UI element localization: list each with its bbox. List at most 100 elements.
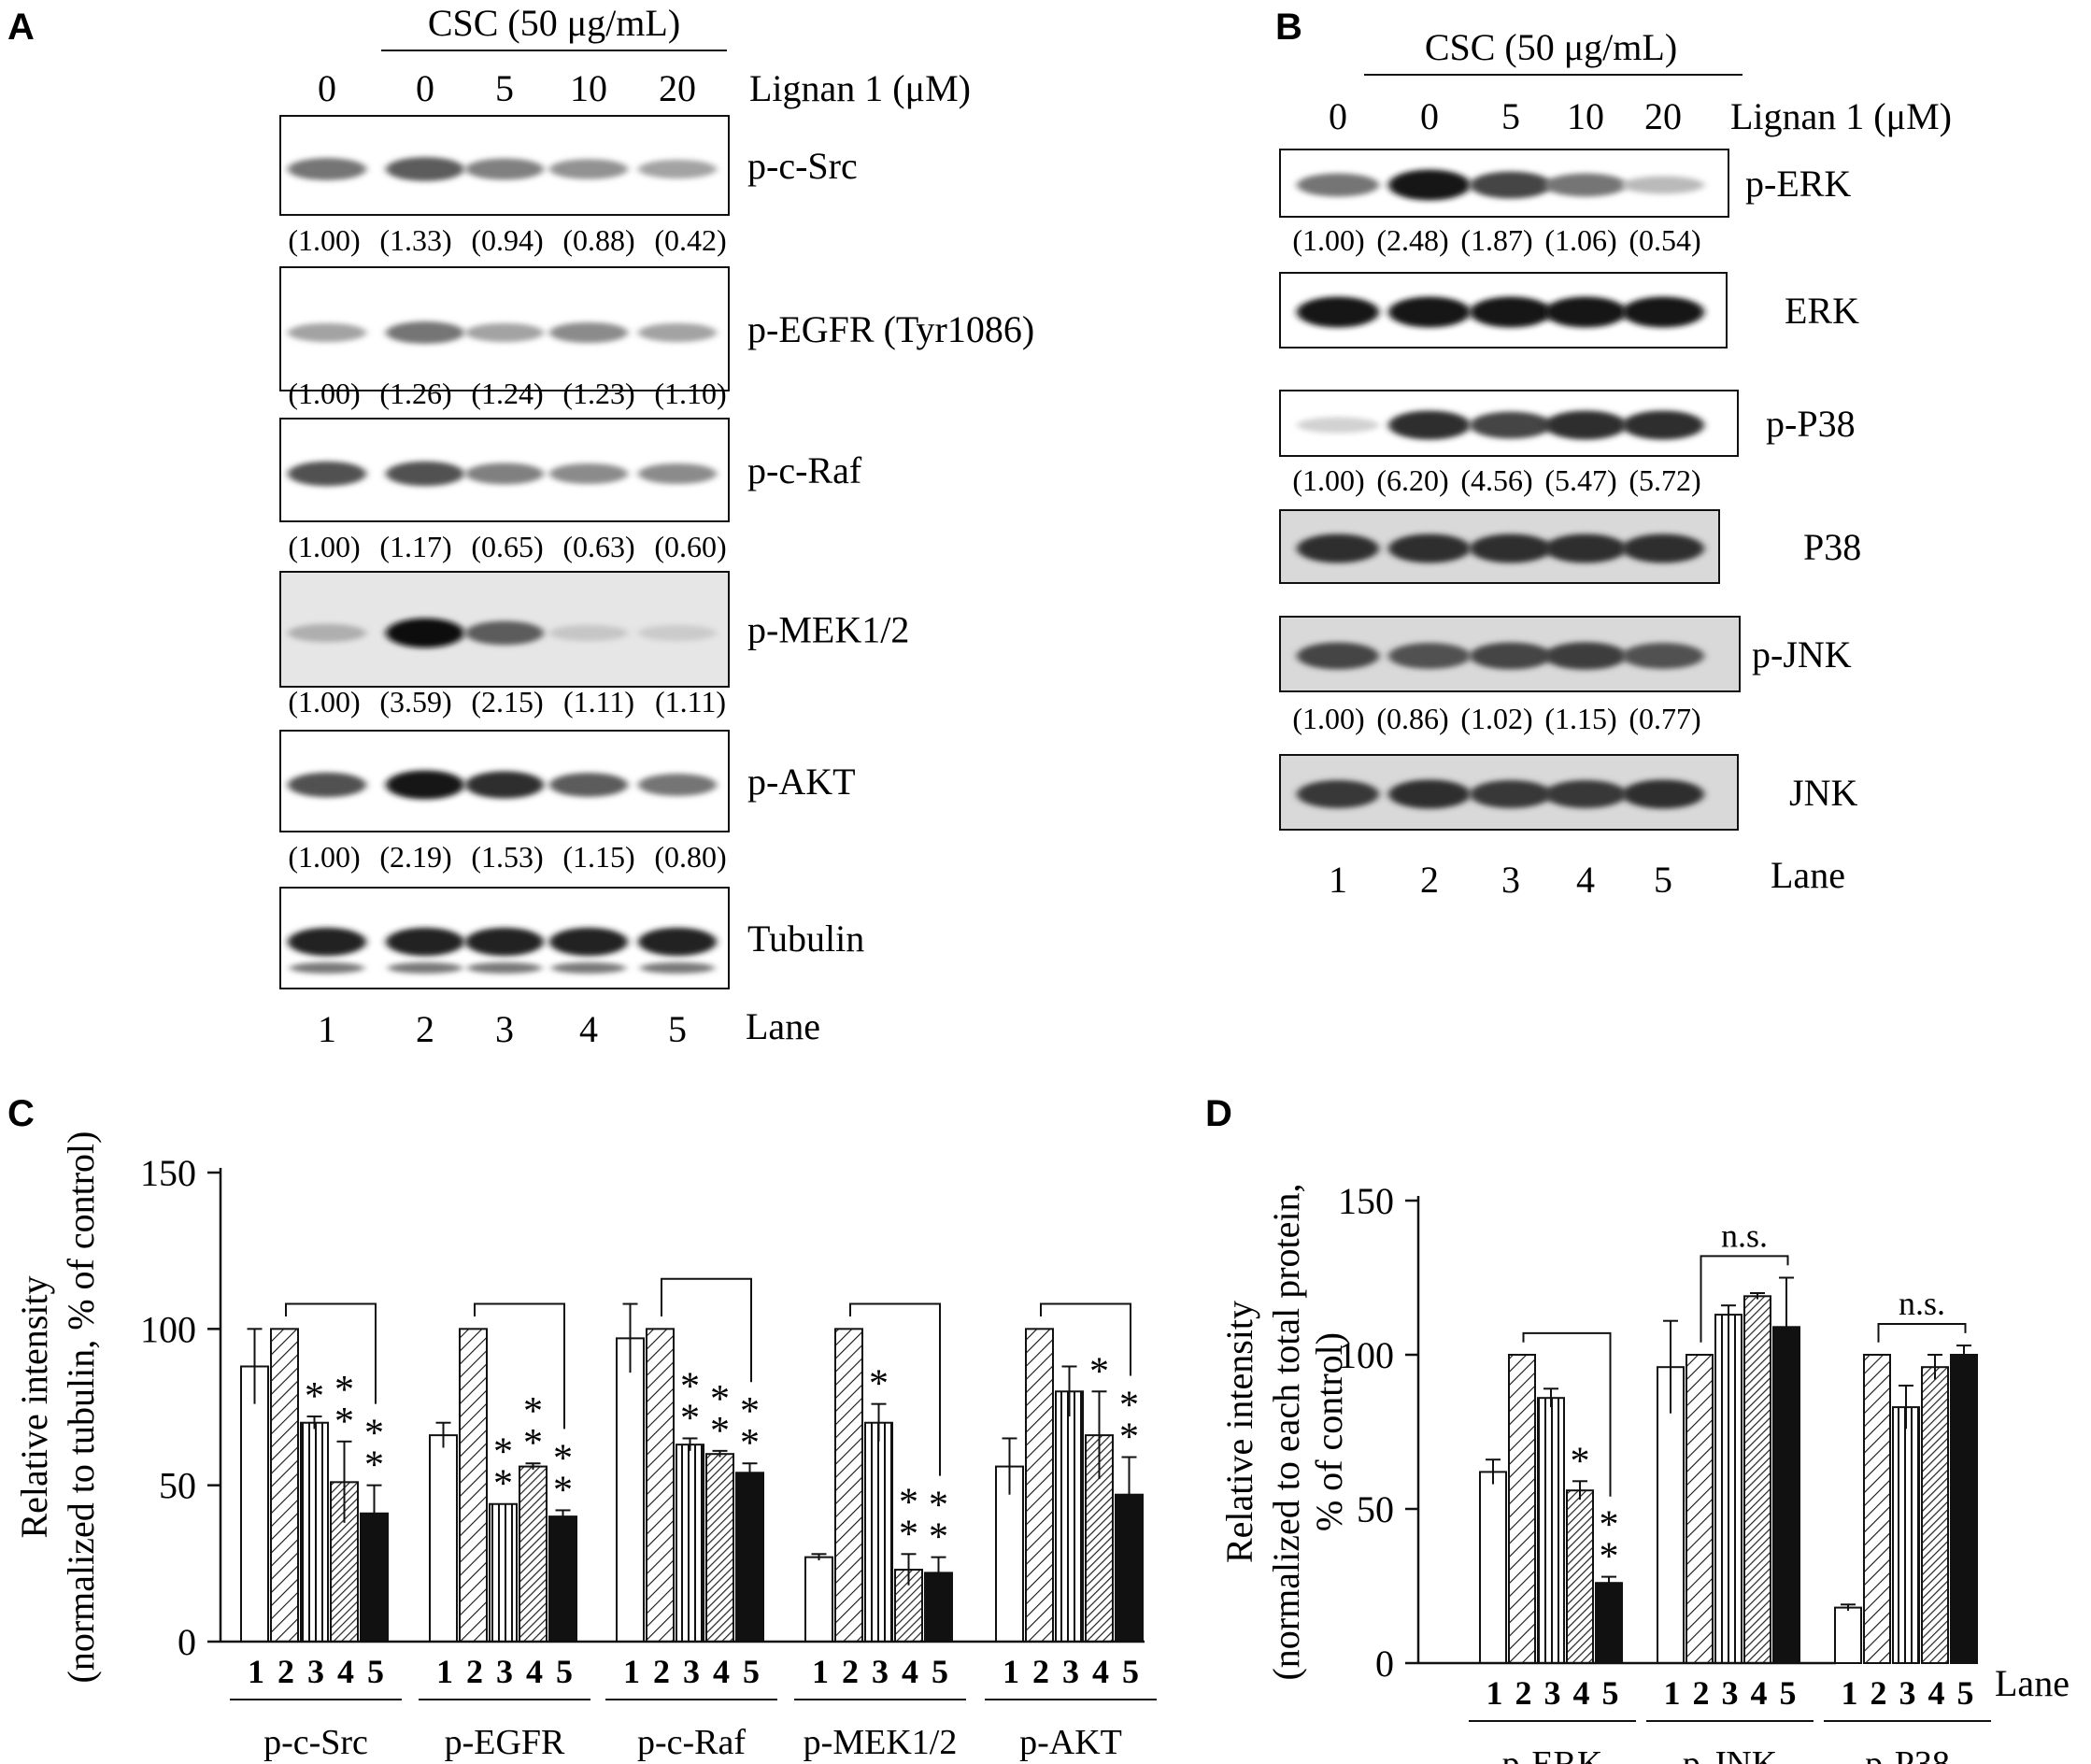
significance-star: * xyxy=(899,1513,918,1556)
blot-band xyxy=(288,158,366,180)
blot-band xyxy=(1388,410,1471,440)
lane-number: 3 xyxy=(1722,1674,1739,1712)
blot-ratio: (0.42) xyxy=(654,223,726,257)
bar-p-MEK1/2-lane-4 xyxy=(894,1569,923,1643)
lane-number: 2 xyxy=(1693,1674,1710,1712)
bar-group-p-JNK: 1 2 3 4 5 p-JNK n.s. xyxy=(1646,1216,1814,1764)
blot-ratio: (0.54) xyxy=(1629,223,1700,257)
blot-ratio: (5.72) xyxy=(1629,463,1700,497)
y-axis-label-2: (normalized to tubulin, % of control) xyxy=(60,1131,102,1684)
lane-number-b-5: 5 xyxy=(1654,859,1672,901)
group-label: p-c-Raf xyxy=(637,1723,746,1762)
blot-ratio: (1.00) xyxy=(288,377,360,410)
blot-band xyxy=(386,461,464,487)
blot-band xyxy=(1297,173,1379,197)
bar-p-c-Src-lane-2 xyxy=(270,1328,299,1643)
blot-ratio: (0.86) xyxy=(1376,702,1448,735)
blot-ratio: (0.60) xyxy=(654,530,726,563)
group-label: p-MEK1/2 xyxy=(804,1723,958,1762)
group-label: p-AKT xyxy=(1019,1723,1122,1762)
blot-ratio: (1.15) xyxy=(562,840,634,874)
blot-band xyxy=(465,927,544,957)
panel-b-header: CSC (50 μg/mL) Lignan 1 (μM) 0 0 5 10 20 xyxy=(1329,26,1952,137)
comparison-bracket xyxy=(1877,1323,1967,1343)
blot-band xyxy=(638,774,717,796)
bar-p-P38-lane-2 xyxy=(1863,1354,1891,1664)
blot-band xyxy=(1297,417,1379,434)
group-label: p-JNK xyxy=(1683,1744,1778,1764)
panel-b-conc-2: 0 xyxy=(1420,95,1439,137)
lane-number: 5 xyxy=(743,1653,760,1690)
bar-p-c-Raf-lane-5 xyxy=(735,1472,764,1643)
y-tick-label-150: 150 xyxy=(140,1152,196,1194)
lane-number: 2 xyxy=(466,1653,483,1690)
lane-number: 5 xyxy=(932,1653,948,1690)
blot-band xyxy=(288,623,366,643)
blot-band xyxy=(288,322,366,343)
blot-band xyxy=(386,770,464,800)
lane-title-a: Lane xyxy=(746,1005,820,1047)
blot-ratio: (5.47) xyxy=(1544,463,1616,497)
blot-band xyxy=(638,624,717,642)
blot-ratio: (1.17) xyxy=(379,530,451,563)
significance-star: * xyxy=(1600,1504,1619,1547)
blot-band xyxy=(1470,411,1552,439)
bar-p-MEK1/2-lane-2 xyxy=(834,1328,863,1643)
panel-a-conc-3: 5 xyxy=(495,67,514,109)
y-axis-label-3: % of control) xyxy=(1308,1332,1350,1531)
panel-b-conc-3: 5 xyxy=(1501,95,1520,137)
blot-ratio: (1.15) xyxy=(1544,702,1616,735)
comparison-bracket xyxy=(474,1302,565,1430)
comparison-bracket xyxy=(1700,1255,1789,1343)
blot-ratio: (1.33) xyxy=(379,223,451,257)
bar-group-p-AKT: 1 2 3 * 4 ** 5p-AKT xyxy=(985,1302,1157,1762)
lane-number: 5 xyxy=(1780,1674,1797,1712)
lane-number: 1 xyxy=(248,1653,264,1690)
lane-number-b-4: 4 xyxy=(1576,859,1595,901)
blot-band xyxy=(386,321,464,344)
blot-ratio: (1.00) xyxy=(288,223,360,257)
y-axis-label-1: Relative intensity xyxy=(13,1275,55,1538)
blot-band xyxy=(1622,176,1704,194)
lane-number: 1 xyxy=(812,1653,829,1690)
bar-group-p-P38: 1 2 3 4 5 p-P38 n.s. xyxy=(1824,1285,1991,1764)
y-tick-label-0: 0 xyxy=(1375,1643,1394,1685)
lane-title-d: Lane xyxy=(1995,1662,2070,1704)
significance-star: * xyxy=(553,1437,573,1480)
blot-band xyxy=(1388,296,1471,328)
blot-b-5: p-JNK (1.00) (0.86) (1.02) (1.15) (0.77) xyxy=(1279,616,1852,735)
blot-band xyxy=(1544,296,1627,328)
bar-p-EGFR-lane-1 xyxy=(429,1434,458,1643)
bar-p-EGFR-lane-3 xyxy=(489,1502,518,1643)
chart-c: 0 50 100 150 Relative intensity (normalized t… xyxy=(13,1131,1157,1762)
lane-number: 3 xyxy=(683,1653,700,1690)
blot-ratio: (1.00) xyxy=(288,530,360,563)
blot-band xyxy=(1544,642,1627,670)
significance-star: * xyxy=(553,1469,573,1512)
blot-ratio: (6.20) xyxy=(1376,463,1448,497)
panel-b-conc-title: Lignan 1 (μM) xyxy=(1730,95,1952,137)
blot-ratio: (1.00) xyxy=(288,840,360,874)
group-label: p-ERK xyxy=(1502,1744,1603,1764)
significance-star: * xyxy=(1089,1350,1109,1393)
lane-title-b: Lane xyxy=(1771,854,1845,896)
bar-p-ERK-lane-1 xyxy=(1479,1471,1507,1665)
bar-p-P38-lane-1 xyxy=(1834,1606,1862,1664)
panel-a-blots: p-c-Src (1.00) (1.33) (0.94) (0.88) (0.42) p-E… xyxy=(279,115,1034,1050)
bar-p-c-Src-lane-3 xyxy=(300,1421,329,1643)
blot-label: Tubulin xyxy=(747,918,864,960)
significance-star: * xyxy=(523,1390,543,1433)
significance-star: * xyxy=(334,1401,354,1444)
bar-p-P38-lane-4 xyxy=(1921,1366,1949,1664)
chart-d: 0 50 100 150 Relative intensity (normalized t… xyxy=(1218,1180,2070,1764)
bar-p-EGFR-lane-2 xyxy=(459,1328,488,1643)
blot-ratio: (3.59) xyxy=(379,685,451,718)
bar-group-p-c-Src: 1 2*3**4**5p-c-Src xyxy=(230,1302,402,1762)
lane-number: 2 xyxy=(842,1653,859,1690)
comparison-bracket xyxy=(1040,1302,1131,1376)
blot-band xyxy=(1297,780,1379,808)
panel-letter-c: C xyxy=(7,1093,35,1134)
lane-number: 2 xyxy=(277,1653,294,1690)
bar-p-JNK-lane-5 xyxy=(1772,1326,1800,1665)
